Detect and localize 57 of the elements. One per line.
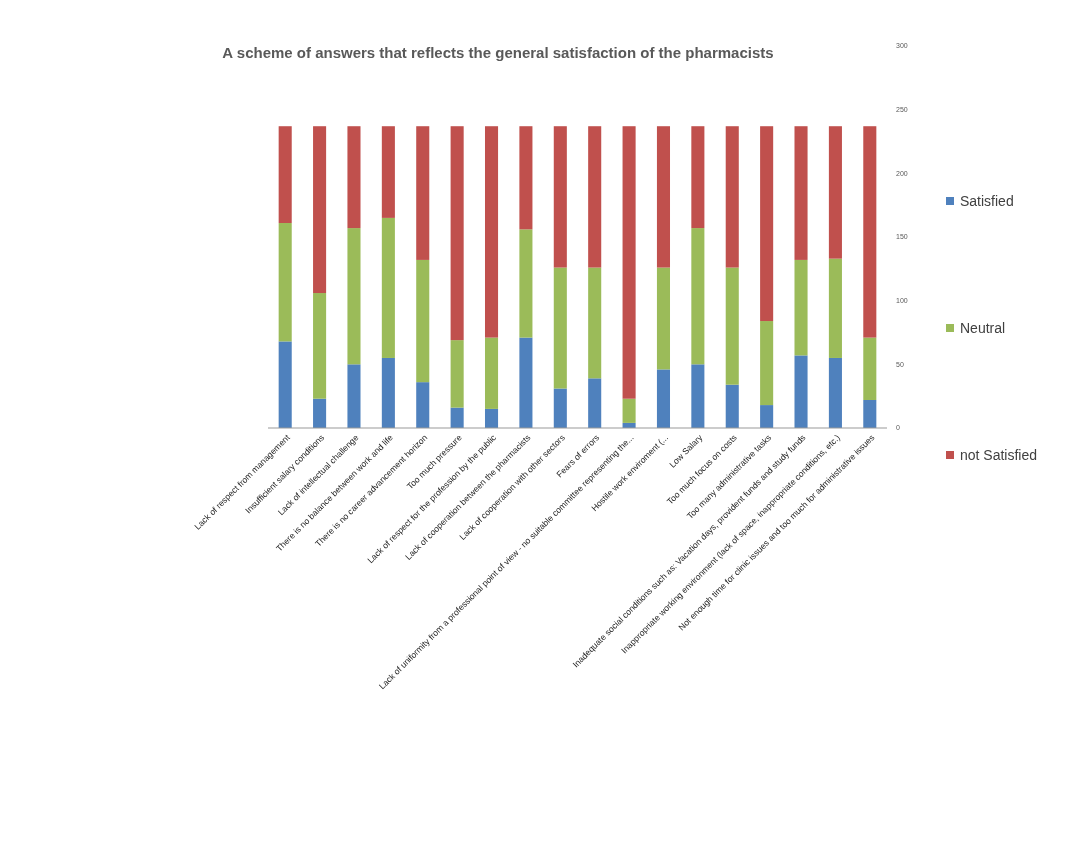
bar: [313, 398, 327, 428]
bar: [656, 267, 671, 370]
bar: [691, 228, 705, 365]
bar: [519, 126, 533, 230]
bar: [794, 355, 808, 428]
bar: [484, 408, 499, 428]
bar: [691, 364, 705, 428]
bar: [278, 126, 292, 223]
bar: [347, 228, 361, 365]
bar: [313, 293, 327, 399]
bar: [656, 369, 671, 428]
bar: [725, 384, 739, 428]
bar: [484, 337, 499, 409]
bar: [381, 217, 395, 358]
bar: [519, 229, 533, 338]
bar: [313, 126, 327, 294]
bar: [553, 388, 567, 428]
bar: [450, 407, 464, 428]
bar: [450, 340, 464, 408]
legend-label: Satisfied: [960, 192, 1014, 209]
chart-title: A scheme of answers that reflects the general satisfaction of the pharmacists: [222, 44, 774, 61]
bar: [381, 357, 395, 428]
bar: [760, 126, 774, 322]
bar: [381, 126, 395, 218]
bar: [553, 126, 567, 268]
bar: [725, 267, 739, 385]
bar: [725, 126, 739, 268]
bar: [863, 399, 877, 428]
bar: [553, 267, 567, 389]
bar: [416, 382, 430, 428]
bar: [347, 126, 361, 229]
bar: [588, 378, 602, 428]
bar: [416, 259, 430, 383]
bar: [622, 398, 636, 423]
bar: [760, 321, 774, 406]
legend-label: not Satisfied: [960, 446, 1038, 463]
legend-label: Neutral: [960, 319, 1006, 336]
bar: [484, 126, 499, 338]
bar: [828, 357, 842, 428]
bar: [691, 126, 705, 229]
bar: [519, 337, 533, 428]
bar: [450, 126, 464, 341]
bar: [588, 267, 602, 379]
bar: [794, 259, 808, 356]
bar: [347, 364, 361, 428]
bar: [828, 126, 842, 259]
bar: [760, 405, 774, 428]
bar: [828, 258, 842, 358]
bar: [863, 337, 877, 400]
bar: [416, 126, 430, 260]
bar: [622, 126, 636, 399]
bar: [278, 341, 292, 428]
bar: [863, 126, 877, 338]
bar: [794, 126, 808, 260]
bar: [588, 126, 602, 268]
bar: [278, 222, 292, 342]
bar: [656, 126, 671, 268]
